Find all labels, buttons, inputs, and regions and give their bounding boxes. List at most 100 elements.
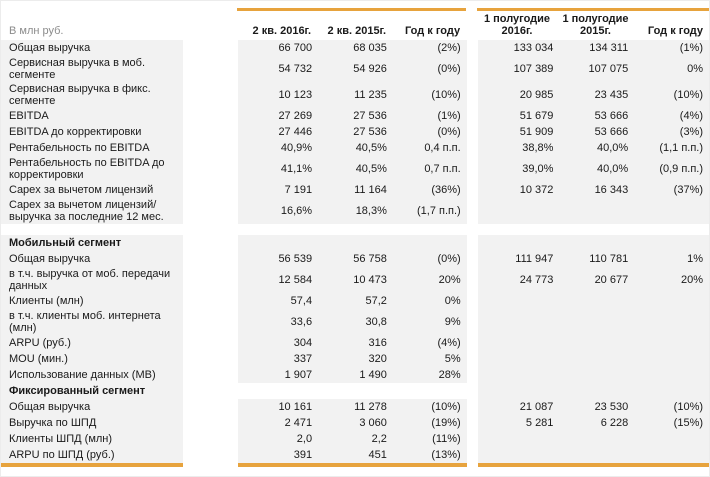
cell-h1-2015 [559,383,635,399]
cell-h1-2015 [559,367,635,383]
column-gap [466,335,478,351]
column-gap [183,367,239,383]
cell-h1-2015: 23 530 [559,399,635,415]
cell-yoy-half: (10%) [634,82,709,108]
column-gap [466,293,478,309]
accent-bar-gap [466,463,478,467]
column-gap [466,447,478,463]
cell-yoy-half: 20% [634,267,709,293]
cell-yoy-quarter: 9% [392,309,467,335]
row-label: в т.ч. клиенты моб. интернета (млн) [1,309,184,335]
cell-q2-2015: 54 926 [318,56,393,82]
cell-q2-2016: 10 123 [238,82,319,108]
column-gap [183,124,239,140]
cell-q2-2015: 40,5% [318,156,393,182]
column-gap [183,140,239,156]
cell-yoy-half [634,309,709,335]
cell-h1-2015: 53 666 [559,108,635,124]
cell-yoy-quarter [392,383,467,399]
col-header-yoy-quarter: Год к году [404,25,461,37]
cell-h1-2016 [477,383,560,399]
cell-yoy-quarter: (0%) [392,124,467,140]
cell-yoy-quarter: (0%) [392,251,467,267]
segment-header-row: Фиксированный сегмент [1,383,709,399]
cell-yoy-quarter: (0%) [392,56,467,82]
cell-h1-2015 [559,309,635,335]
cell-h1-2015: 53 666 [559,124,635,140]
row-label: EBITDA [1,108,184,124]
units-label: В млн руб. [1,8,183,40]
cell-h1-2016 [477,293,560,309]
cell-q2-2016: 10 161 [238,399,319,415]
column-gap [466,108,478,124]
cell-h1-2015: 6 228 [559,415,635,431]
table-row: Общая выручка 66 700 68 035 (2%) 133 034 134 … [1,40,709,56]
column-gap [183,108,239,124]
column-gap [183,351,239,367]
cell-yoy-half: (0,9 п.п.) [634,156,709,182]
cell-h1-2015 [559,335,635,351]
table-row: Рентабельность по EBITDA до корректировк… [1,156,709,182]
column-gap [466,267,478,293]
col-header-h1-2016: 1 полугодие 2016г. [483,13,551,37]
cell-h1-2015 [559,293,635,309]
cell-yoy-quarter: (19%) [392,415,467,431]
cell-h1-2016 [477,335,560,351]
cell-yoy-half: (4%) [634,108,709,124]
column-gap [466,56,478,82]
cell-h1-2016 [477,431,560,447]
cell-yoy-quarter: 0,7 п.п. [392,156,467,182]
cell-yoy-half [634,383,709,399]
row-label: EBITDA до корректировки [1,124,184,140]
cell-q2-2015: 320 [318,351,393,367]
row-label: Общая выручка [1,40,184,56]
accent-bar-segment [238,463,467,467]
column-gap [183,399,239,415]
table-row: ARPU (руб.) 304 316 (4%) [1,335,709,351]
table-row: Клиенты (млн) 57,4 57,2 0% [1,293,709,309]
cell-yoy-quarter: 20% [392,267,467,293]
row-label: Клиенты ШПД (млн) [1,431,184,447]
table-row: EBITDA до корректировки 27 446 27 536 (0%) 5… [1,124,709,140]
cell-q2-2016: 16,6% [238,198,319,224]
cell-q2-2015: 27 536 [318,108,393,124]
table-row: Общая выручка 10 161 11 278 (10%) 21 087 23 5… [1,399,709,415]
cell-h1-2015: 23 435 [559,82,635,108]
column-gap [466,415,478,431]
cell-q2-2015 [318,235,393,251]
cell-h1-2015 [559,447,635,463]
cell-yoy-quarter: (4%) [392,335,467,351]
cell-yoy-half: (3%) [634,124,709,140]
segment-header-row: Мобильный сегмент [1,235,709,251]
cell-h1-2015: 16 343 [559,182,635,198]
row-label: в т.ч. выручка от моб. передачи данных [1,267,184,293]
table-row: MOU (мин.) 337 320 5% [1,351,709,367]
cell-q2-2015: 316 [318,335,393,351]
column-gap [183,182,239,198]
cell-q2-2015: 68 035 [318,40,393,56]
row-label: ARPU (руб.) [1,335,184,351]
column-gap [466,8,477,40]
column-gap [466,309,478,335]
row-label: Сервисная выручка в моб. сегменте [1,56,184,82]
column-gap [466,124,478,140]
cell-q2-2016: 66 700 [238,40,319,56]
cell-h1-2016 [477,447,560,463]
cell-h1-2016: 10 372 [477,182,560,198]
row-label: Общая выручка [1,399,184,415]
cell-q2-2015: 18,3% [318,198,393,224]
cell-yoy-half: 0% [634,56,709,82]
row-label: Рентабельность по EBITDA [1,140,184,156]
column-gap [183,198,239,224]
cell-h1-2016: 51 679 [477,108,560,124]
table-row: ARPU по ШПД (руб.) 391 451 (13%) [1,447,709,463]
row-label: Рентабельность по EBITDA до корректировк… [1,156,184,182]
row-label: ARPU по ШПД (руб.) [1,447,184,463]
column-gap [183,431,239,447]
column-gap [466,40,478,56]
cell-yoy-quarter: (10%) [392,399,467,415]
table-row: в т.ч. выручка от моб. передачи данных 12… [1,267,709,293]
cell-h1-2016 [477,309,560,335]
quarter-header-group: 2 кв. 2016г. 2 кв. 2015г. Год к году [237,8,467,40]
